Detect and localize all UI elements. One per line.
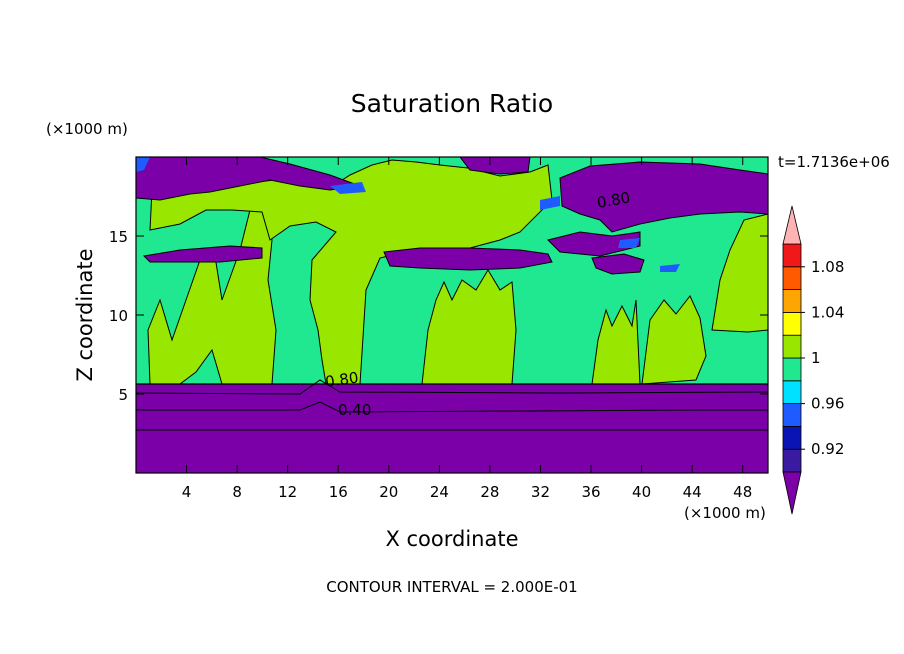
x-tick-label: 48 xyxy=(733,483,752,501)
heatmap-streak-dry xyxy=(547,231,641,257)
heatmap-patch-dry xyxy=(136,157,361,201)
y-tick-label: 15 xyxy=(109,228,128,246)
colorbar-swatch xyxy=(782,448,802,473)
contour-label: 0.40 xyxy=(338,401,371,419)
x-tick-label: 12 xyxy=(278,483,297,501)
time-label: t=1.7136e+06 xyxy=(778,153,890,171)
colorbar-extend-low xyxy=(782,471,802,515)
x-tick-label: 4 xyxy=(182,483,192,501)
heatmap-patch-dry xyxy=(459,157,531,175)
colorbar-swatch xyxy=(782,403,802,427)
colorbar-swatch xyxy=(782,425,802,450)
colorbar-tick-label: 1 xyxy=(811,349,821,367)
x-tick-label: 8 xyxy=(232,483,242,501)
heatmap-patch-green xyxy=(591,299,641,385)
contour-label: 0.80 xyxy=(324,368,360,390)
colorbar-tick-label: 0.92 xyxy=(811,440,844,458)
colorbar-swatch xyxy=(782,311,802,336)
heatmap-streak-dry xyxy=(591,253,645,275)
contour-line xyxy=(136,379,768,395)
y-tick-label: 10 xyxy=(109,307,128,325)
y-tick-label: 5 xyxy=(118,386,128,404)
colorbar-swatch xyxy=(782,380,802,404)
contour-label: 0.80 xyxy=(596,188,632,212)
x-tick-label: 16 xyxy=(329,483,348,501)
heatmap-streak-dry xyxy=(383,247,553,271)
heatmap-patch-dry xyxy=(559,161,768,233)
heatmap-patch-green xyxy=(641,295,707,385)
x-tick-label: 20 xyxy=(379,483,398,501)
x-tick-label: 40 xyxy=(632,483,651,501)
y-unit-label: (×1000 m) xyxy=(46,120,128,138)
colorbar-swatch xyxy=(782,266,802,290)
y-axis-label: Z coordinate xyxy=(73,248,97,381)
chart-title: Saturation Ratio xyxy=(351,89,553,118)
x-tick-label: 24 xyxy=(430,483,449,501)
heatmap-patch-green xyxy=(711,213,768,333)
colorbar-swatch xyxy=(782,334,802,359)
heatmap-patch-green xyxy=(421,269,517,385)
colorbar: 0.92 0.96 1 1.04 1.08 xyxy=(782,205,844,515)
x-unit-label: (×1000 m) xyxy=(684,504,766,522)
x-axis: 4 8 12 16 20 24 28 32 36 40 44 48 xyxy=(182,157,752,501)
colorbar-swatch xyxy=(782,289,802,313)
contour-interval-label: CONTOUR INTERVAL = 2.000E-01 xyxy=(326,578,577,596)
colorbar-tick-label: 1.08 xyxy=(811,258,844,276)
colorbar-swatch xyxy=(782,357,802,382)
colorbar-swatch xyxy=(782,243,802,268)
colorbar-tick-label: 0.96 xyxy=(811,395,844,413)
colorbar-tick-label: 1.04 xyxy=(811,303,844,321)
colorbar-extend-high xyxy=(782,205,802,245)
x-axis-label: X coordinate xyxy=(385,527,518,551)
heatmap-streak-dry xyxy=(142,245,263,263)
heatmap-field xyxy=(136,157,768,473)
x-tick-label: 28 xyxy=(480,483,499,501)
contour-line xyxy=(136,401,768,413)
x-tick-label: 36 xyxy=(581,483,600,501)
x-tick-label: 32 xyxy=(531,483,550,501)
heatmap-band-low xyxy=(136,384,768,473)
y-axis: 5 10 15 xyxy=(109,228,768,404)
x-tick-label: 44 xyxy=(683,483,702,501)
